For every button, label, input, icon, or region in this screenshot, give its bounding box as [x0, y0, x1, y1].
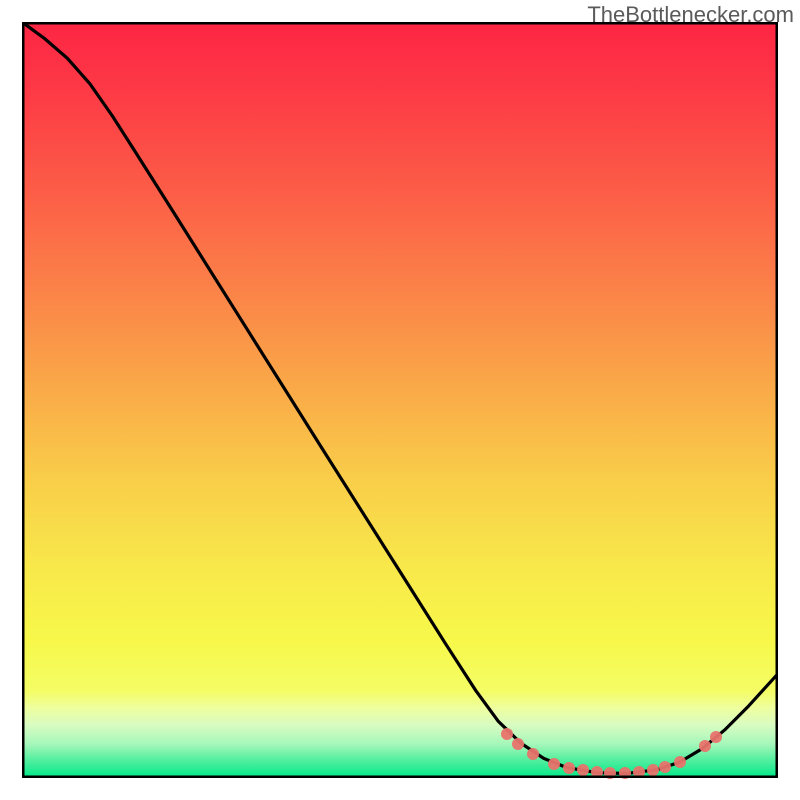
chart-stage: TheBottlenecker.com [0, 0, 800, 800]
chart-border [22, 22, 778, 778]
watermark-text: TheBottlenecker.com [587, 2, 794, 28]
chart-plot-area [22, 22, 778, 778]
chart-border-rect [22, 22, 778, 778]
